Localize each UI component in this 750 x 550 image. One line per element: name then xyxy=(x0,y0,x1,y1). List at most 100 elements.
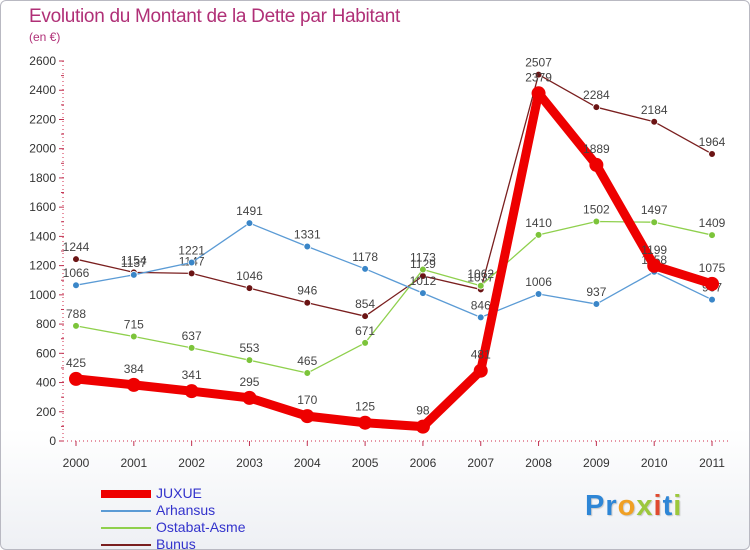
data-label: 1491 xyxy=(236,204,263,218)
data-label: 170 xyxy=(297,393,317,407)
data-label: 1409 xyxy=(699,216,726,230)
data-point xyxy=(187,258,196,267)
legend-swatch xyxy=(101,527,151,529)
data-point xyxy=(245,219,254,227)
y-tick-label: 1600 xyxy=(29,200,56,214)
data-point xyxy=(592,300,601,308)
legend-label: Arhansus xyxy=(156,502,216,518)
data-label: 2507 xyxy=(525,56,552,70)
logo-letter: t xyxy=(662,490,674,522)
data-label: 946 xyxy=(297,284,317,298)
data-point xyxy=(647,258,662,273)
data-point xyxy=(184,384,199,399)
data-label: 937 xyxy=(586,285,606,299)
data-label: 1497 xyxy=(641,203,668,217)
chart-subtitle: (en €) xyxy=(29,30,61,44)
data-point xyxy=(245,284,254,292)
data-point xyxy=(130,332,138,341)
x-tick-label: 2005 xyxy=(352,456,379,470)
x-tick-label: 2009 xyxy=(583,456,610,470)
data-label: 2184 xyxy=(641,103,668,117)
series-line-ostabat-asme xyxy=(75,220,713,374)
y-tick-label: 1400 xyxy=(29,229,56,243)
data-point xyxy=(534,231,543,239)
data-point xyxy=(72,255,80,263)
data-point xyxy=(358,415,373,430)
data-label: 846 xyxy=(471,298,491,312)
data-point xyxy=(415,419,430,434)
data-point xyxy=(361,339,369,347)
x-tick-label: 2004 xyxy=(294,456,321,470)
data-label: 341 xyxy=(182,368,202,382)
logo-letter: x xyxy=(636,490,654,522)
proxiti-logo: Proxiti xyxy=(585,490,682,523)
data-point xyxy=(650,118,658,126)
data-label: 1502 xyxy=(583,202,610,216)
data-point xyxy=(531,86,546,101)
legend-label: JUXUE xyxy=(156,485,202,501)
data-point xyxy=(72,281,80,290)
data-point xyxy=(650,218,658,227)
data-point xyxy=(69,371,83,386)
y-tick-label: 400 xyxy=(36,376,56,390)
chart-title: Evolution du Montant de la Dette par Hab… xyxy=(29,6,400,27)
data-label: 1066 xyxy=(63,266,90,280)
y-tick-label: 0 xyxy=(49,434,56,448)
series-line-juxue xyxy=(71,88,717,432)
data-point xyxy=(361,265,369,273)
x-tick-label: 2007 xyxy=(467,456,494,470)
data-label: 1221 xyxy=(178,244,205,258)
y-tick-label: 800 xyxy=(36,317,56,331)
data-label: 1178 xyxy=(352,250,378,264)
data-point xyxy=(534,70,543,79)
data-point xyxy=(476,281,485,290)
data-label: 465 xyxy=(297,354,317,368)
data-point xyxy=(130,271,138,279)
data-label: 98 xyxy=(416,404,430,418)
y-tick-label: 1800 xyxy=(29,171,56,185)
data-label: 1037 xyxy=(467,270,494,284)
series-line-bunus xyxy=(75,73,713,317)
data-label: 553 xyxy=(239,341,259,355)
data-point xyxy=(705,276,720,291)
data-point xyxy=(361,312,369,320)
data-label: 2379 xyxy=(525,70,552,84)
data-point xyxy=(303,298,312,307)
data-point xyxy=(534,290,543,298)
legend-swatch xyxy=(101,544,151,546)
data-point xyxy=(303,369,312,377)
y-tick-label: 200 xyxy=(36,405,56,419)
data-label: 1075 xyxy=(699,261,726,275)
data-point xyxy=(300,409,315,424)
data-label: 295 xyxy=(239,375,259,389)
data-label: 1410 xyxy=(525,216,552,230)
x-tick-label: 2002 xyxy=(178,456,205,470)
data-point xyxy=(72,322,80,330)
y-tick-label: 600 xyxy=(36,346,56,360)
data-point xyxy=(592,103,601,111)
data-label: 1889 xyxy=(583,142,610,156)
y-tick-label: 2000 xyxy=(29,142,56,156)
x-tick-label: 2011 xyxy=(699,456,725,470)
y-tick-label: 1200 xyxy=(29,259,56,273)
legend-swatch xyxy=(101,510,151,512)
data-point xyxy=(473,363,488,378)
data-point xyxy=(245,356,254,364)
data-label: 715 xyxy=(124,318,144,332)
x-tick-label: 2001 xyxy=(120,456,147,470)
data-label: 1012 xyxy=(410,274,437,288)
data-label: 1129 xyxy=(410,257,436,271)
data-point xyxy=(708,150,716,158)
logo-letter: P xyxy=(585,490,606,522)
data-point xyxy=(589,157,604,172)
x-tick-label: 2008 xyxy=(525,456,552,470)
legend-label: Bunus xyxy=(156,536,196,550)
data-point xyxy=(419,265,427,274)
x-tick-label: 2003 xyxy=(236,456,263,470)
y-tick-label: 2600 xyxy=(29,54,56,68)
data-point xyxy=(708,231,716,239)
data-label: 854 xyxy=(355,297,375,311)
data-label: 637 xyxy=(182,329,202,343)
data-label: 2284 xyxy=(583,88,610,102)
